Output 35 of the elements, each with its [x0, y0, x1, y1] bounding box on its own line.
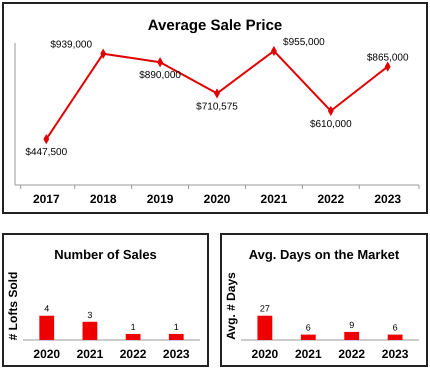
y-axis-title: Avg. # Days — [224, 272, 238, 340]
x-tick-label: 2023 — [162, 347, 190, 361]
x-tick-label: 2023 — [374, 192, 402, 206]
x-tick-label: 2020 — [252, 347, 279, 361]
chart-title: Number of Sales — [54, 247, 157, 262]
data-label: $955,000 — [283, 36, 326, 48]
x-tick-label: 2018 — [90, 192, 117, 206]
data-label: 1 — [130, 322, 136, 332]
data-label: 4 — [44, 304, 50, 314]
data-label: $890,000 — [139, 70, 182, 82]
chart-title: Average Sale Price — [148, 17, 282, 34]
x-tick-label: 2022 — [338, 347, 366, 361]
data-label: $939,000 — [50, 40, 92, 51]
data-label: $865,000 — [366, 52, 409, 64]
y-axis-title: # Lofts Sold — [6, 272, 20, 340]
x-tick-label: 2021 — [260, 192, 288, 206]
data-label: 6 — [392, 322, 398, 333]
data-label: 9 — [349, 320, 354, 330]
x-tick-label: 2022 — [120, 347, 147, 361]
x-tick-label: 2020 — [204, 192, 231, 206]
data-label: $447,500 — [25, 147, 68, 158]
x-tick-label: 2019 — [146, 192, 174, 206]
data-label: 1 — [174, 322, 179, 332]
data-label: 6 — [306, 322, 311, 333]
data-label: 27 — [260, 304, 270, 314]
data-label: 3 — [87, 310, 92, 320]
data-label: $610,000 — [310, 118, 352, 130]
x-tick-label: 2021 — [76, 347, 104, 361]
x-tick-label: 2017 — [32, 192, 60, 206]
x-tick-label: 2022 — [317, 192, 344, 206]
data-label: $710,575 — [196, 101, 238, 112]
chart-title: Avg. Days on the Market — [248, 247, 400, 262]
x-tick-label: 2023 — [382, 347, 409, 361]
x-tick-label: 2021 — [294, 347, 322, 361]
x-tick-label: 2020 — [33, 347, 60, 361]
